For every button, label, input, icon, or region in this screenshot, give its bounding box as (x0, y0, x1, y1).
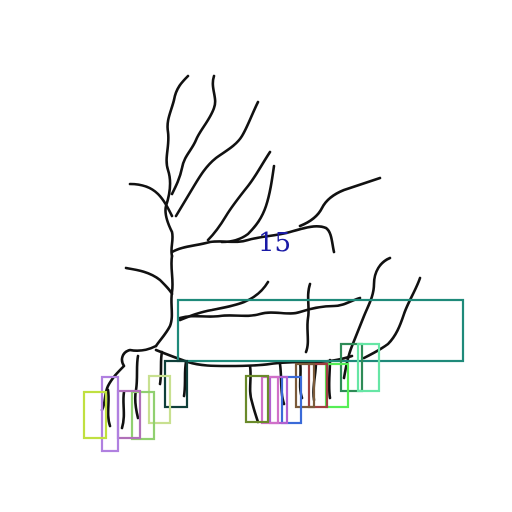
river-branch-north-east (174, 100, 260, 218)
river-trunk-west (154, 254, 174, 348)
river-stub-6 (248, 364, 260, 424)
box-11 (147, 374, 172, 425)
river-stub-2 (158, 350, 164, 386)
river-branch-box-upper (178, 280, 270, 322)
river-branch-west-1 (128, 182, 174, 218)
river-branch-north-west (164, 74, 190, 258)
river-branch-east-4 (362, 276, 422, 360)
river-branch-far-north-east (298, 176, 382, 228)
box-9 (244, 374, 270, 424)
river-branch-west-2 (124, 266, 174, 296)
river-branch-north-central (170, 74, 217, 196)
river-stub-4 (106, 388, 112, 428)
box-10 (163, 359, 189, 409)
river-branch-box-center (304, 282, 312, 354)
box-8 (260, 375, 280, 425)
river-branch-east-2 (220, 164, 276, 244)
box-12 (130, 390, 156, 441)
box-2 (356, 342, 381, 393)
main-box (176, 298, 465, 363)
box-5 (294, 362, 316, 409)
river-stub-5 (120, 390, 126, 430)
river-branch-east-3 (342, 256, 392, 380)
river-stub-1 (182, 360, 188, 398)
river-branch-east-1 (206, 150, 272, 242)
river-trunk-upper (170, 225, 336, 254)
river-stub-10 (327, 358, 332, 400)
box-6 (280, 375, 303, 425)
box-15 (82, 390, 108, 440)
region-number-label: 15 (258, 228, 292, 258)
box-4 (307, 362, 329, 409)
box-14 (100, 375, 120, 453)
box-1 (339, 342, 364, 393)
river-stub-3 (133, 354, 140, 420)
river-middle-horizontal (178, 296, 362, 320)
bounding-boxes (82, 298, 465, 453)
